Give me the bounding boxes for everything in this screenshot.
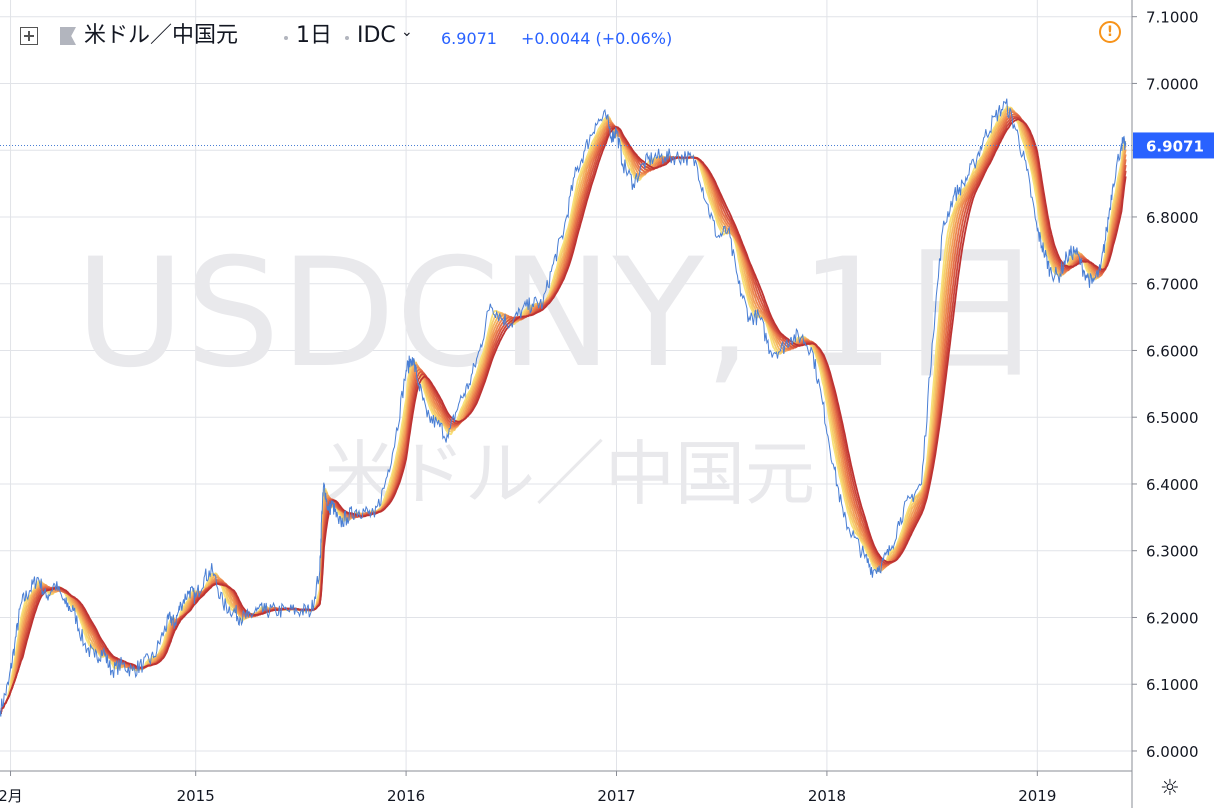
y-tick-label: 6.0000 — [1146, 743, 1199, 761]
grid-lines — [0, 0, 1132, 771]
y-tick-label: 6.1000 — [1146, 676, 1199, 694]
warning-icon[interactable]: ! — [1099, 21, 1121, 43]
ma-line-9 — [0, 118, 1127, 715]
separator-dot — [284, 36, 288, 40]
chevron-down-icon[interactable]: ⌄ — [401, 24, 413, 40]
y-tick-label: 6.2000 — [1146, 609, 1199, 627]
last-price-value: 6.9071 — [1146, 137, 1204, 155]
y-tick-label: 6.5000 — [1146, 409, 1199, 427]
price-line — [0, 98, 1127, 717]
symbol-name[interactable]: 米ドル／中国元 — [84, 23, 239, 48]
x-tick-label: 2017 — [597, 787, 635, 805]
y-tick-label: 6.7000 — [1146, 276, 1199, 294]
last-price: 6.9071 — [441, 29, 497, 48]
x-tick-label: 2015 — [177, 787, 215, 805]
chart-header: 米ドル／中国元 1日 IDC ⌄ 6.9071 +0.0044 (+0.06%)… — [0, 0, 1130, 70]
y-tick-label: 7.0000 — [1146, 75, 1199, 93]
watermark: USDCNY, 1日 米ドル／中国元 — [75, 227, 1045, 515]
y-tick-label: 6.6000 — [1146, 342, 1199, 360]
x-tick-label: 2月 — [0, 787, 23, 805]
exchange-label[interactable]: IDC — [357, 23, 396, 48]
price-axis[interactable]: 6.0000 6.1000 6.2000 6.3000 6.4000 6.5000 6.60… — [1132, 9, 1199, 761]
y-tick-label: 7.1000 — [1146, 9, 1199, 27]
time-axis[interactable]: 2月 2015 2016 2017 2018 2019 — [0, 771, 1056, 805]
y-tick-label: 6.3000 — [1146, 543, 1199, 561]
price-change: +0.0044 (+0.06%) — [521, 29, 673, 48]
x-tick-label: 2018 — [808, 787, 846, 805]
expand-icon[interactable] — [20, 27, 38, 45]
x-tick-label: 2016 — [387, 787, 425, 805]
y-tick-label: 6.4000 — [1146, 476, 1199, 494]
interval-label[interactable]: 1日 — [296, 23, 332, 48]
price-series — [0, 98, 1127, 717]
flag-icon — [60, 27, 76, 45]
last-price-label: 6.9071 — [1133, 132, 1214, 159]
separator-dot — [345, 36, 349, 40]
gear-icon[interactable]: ☼ — [1160, 776, 1180, 801]
y-tick-label: 6.8000 — [1146, 209, 1199, 227]
x-tick-label: 2019 — [1018, 787, 1056, 805]
